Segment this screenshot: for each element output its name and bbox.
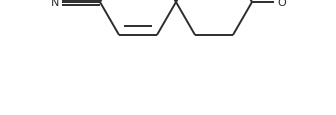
Text: O: O: [277, 0, 286, 8]
Text: N: N: [51, 0, 59, 8]
